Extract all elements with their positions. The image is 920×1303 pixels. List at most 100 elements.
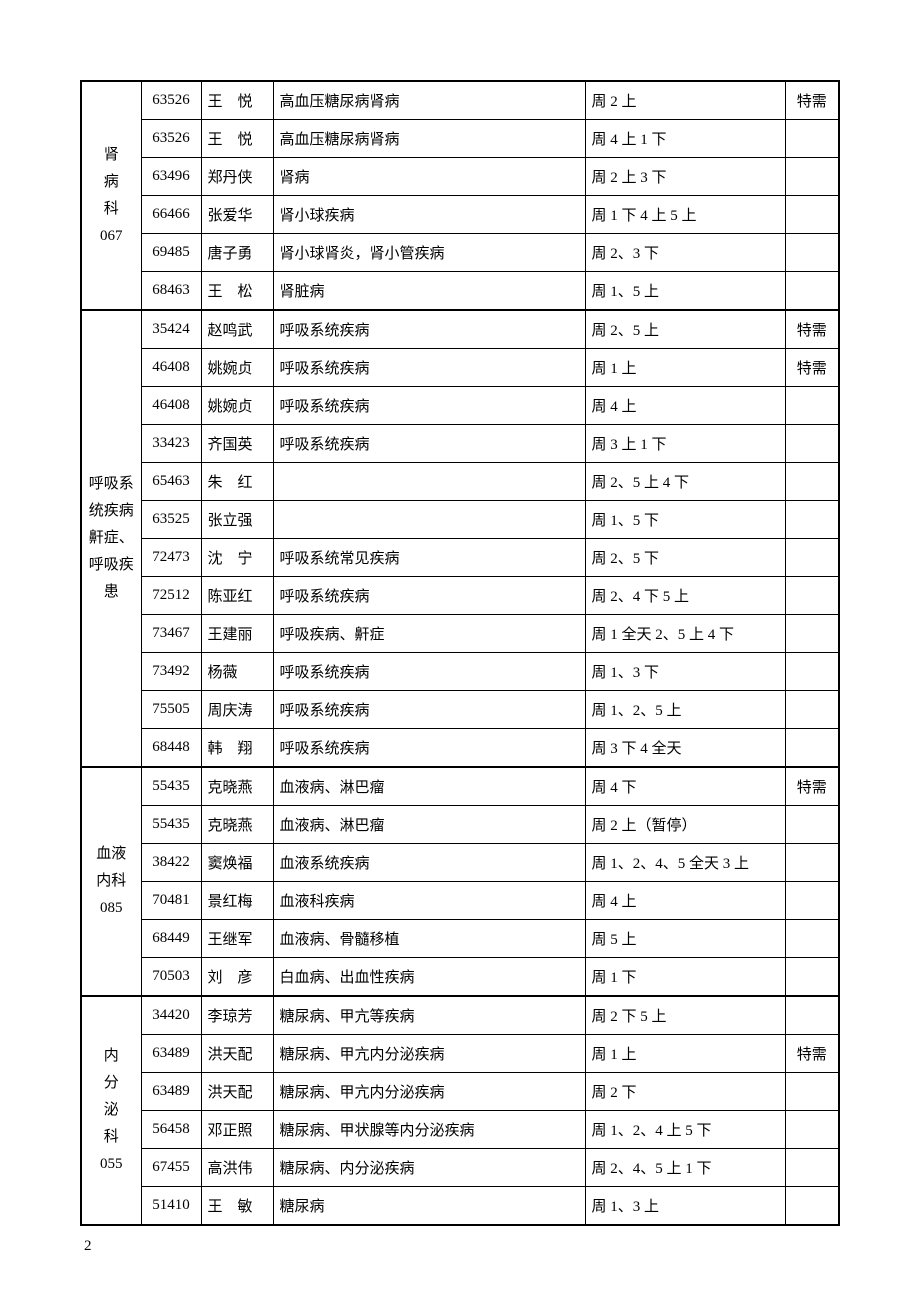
note [785,691,839,729]
dept-line: 内科 [88,868,135,895]
schedule-time: 周 4 上 [585,882,785,920]
specialty: 肾小球疾病 [273,196,585,234]
dept-line: 科 [88,196,135,223]
note [785,158,839,196]
note [785,1111,839,1149]
doctor-name: 姚婉贞 [201,349,273,387]
doctor-id: 55435 [141,767,201,806]
doctor-id: 63496 [141,158,201,196]
doctor-name: 朱 红 [201,463,273,501]
schedule-time: 周 2、5 上 4 下 [585,463,785,501]
schedule-time: 周 1、5 上 [585,272,785,311]
note [785,920,839,958]
doctor-name: 周庆涛 [201,691,273,729]
note [785,729,839,768]
note: 特需 [785,767,839,806]
doctor-name: 赵鸣武 [201,310,273,349]
doctor-id: 66466 [141,196,201,234]
doctor-name: 邓正照 [201,1111,273,1149]
schedule-time: 周 4 下 [585,767,785,806]
doctor-name: 景红梅 [201,882,273,920]
table-row: 内分泌科05534420李琼芳糖尿病、甲亢等疾病周 2 下 5 上 [81,996,839,1035]
doctor-name: 杨薇 [201,653,273,691]
note [785,615,839,653]
specialty: 呼吸系统疾病 [273,387,585,425]
specialty [273,463,585,501]
doctor-name: 王 松 [201,272,273,311]
specialty: 呼吸系统疾病 [273,653,585,691]
schedule-time: 周 2、5 下 [585,539,785,577]
schedule-time: 周 2、5 上 [585,310,785,349]
specialty: 肾小球肾炎，肾小管疾病 [273,234,585,272]
table-row: 63526王 悦高血压糖尿病肾病周 4 上 1 下 [81,120,839,158]
dept-line: 病 [88,169,135,196]
schedule-time: 周 1、2、4、5 全天 3 上 [585,844,785,882]
schedule-time: 周 1、3 下 [585,653,785,691]
table-row: 63525张立强周 1、5 下 [81,501,839,539]
doctor-id: 63489 [141,1073,201,1111]
schedule-time: 周 1 上 [585,349,785,387]
dept-line: 患 [88,579,135,606]
specialty: 呼吸系统疾病 [273,729,585,768]
doctor-id: 70481 [141,882,201,920]
table-row: 63496郑丹侠肾病周 2 上 3 下 [81,158,839,196]
specialty: 肾脏病 [273,272,585,311]
specialty: 糖尿病、内分泌疾病 [273,1149,585,1187]
table-row: 51410王 敏糖尿病周 1、3 上 [81,1187,839,1226]
doctor-name: 洪天配 [201,1035,273,1073]
dept-line: 血液 [88,841,135,868]
doctor-name: 克晓燕 [201,806,273,844]
schedule-time: 周 2 上 3 下 [585,158,785,196]
table-row: 56458邓正照糖尿病、甲状腺等内分泌疾病周 1、2、4 上 5 下 [81,1111,839,1149]
schedule-time: 周 3 下 4 全天 [585,729,785,768]
specialty: 呼吸系统疾病 [273,349,585,387]
table-row: 68449王继军血液病、骨髓移植周 5 上 [81,920,839,958]
doctor-id: 46408 [141,387,201,425]
doctor-id: 67455 [141,1149,201,1187]
doctor-id: 63489 [141,1035,201,1073]
doctor-id: 55435 [141,806,201,844]
specialty: 呼吸系统疾病 [273,691,585,729]
note [785,463,839,501]
dept-line: 鼾症、 [88,525,135,552]
note [785,806,839,844]
schedule-time: 周 2 上（暂停） [585,806,785,844]
note [785,844,839,882]
table-row: 血液内科08555435克晓燕血液病、淋巴瘤周 4 下特需 [81,767,839,806]
table-row: 55435克晓燕血液病、淋巴瘤周 2 上（暂停） [81,806,839,844]
table-row: 肾病科06763526王 悦高血压糖尿病肾病周 2 上特需 [81,81,839,120]
table-row: 70481景红梅血液科疾病周 4 上 [81,882,839,920]
note [785,234,839,272]
doctor-id: 34420 [141,996,201,1035]
specialty: 糖尿病、甲状腺等内分泌疾病 [273,1111,585,1149]
note [785,1187,839,1226]
schedule-time: 周 1、2、5 上 [585,691,785,729]
schedule-time: 周 4 上 1 下 [585,120,785,158]
doctor-name: 韩 翔 [201,729,273,768]
specialty: 白血病、出血性疾病 [273,958,585,997]
specialty: 血液病、骨髓移植 [273,920,585,958]
doctor-id: 73467 [141,615,201,653]
table-row: 66466张爱华肾小球疾病周 1 下 4 上 5 上 [81,196,839,234]
table-row: 65463朱 红周 2、5 上 4 下 [81,463,839,501]
dept-line: 分 [88,1070,135,1097]
dept-line: 呼吸疾 [88,552,135,579]
dept-cell: 内分泌科055 [81,996,141,1225]
note [785,196,839,234]
doctor-id: 33423 [141,425,201,463]
table-row: 69485唐子勇肾小球肾炎，肾小管疾病周 2、3 下 [81,234,839,272]
schedule-time: 周 1 下 4 上 5 上 [585,196,785,234]
page-number: 2 [80,1238,840,1255]
specialty: 呼吸系统疾病 [273,577,585,615]
doctor-id: 73492 [141,653,201,691]
note [785,958,839,997]
specialty: 血液科疾病 [273,882,585,920]
doctor-name: 王 敏 [201,1187,273,1226]
table-row: 73467王建丽呼吸疾病、鼾症周 1 全天 2、5 上 4 下 [81,615,839,653]
doctor-id: 75505 [141,691,201,729]
table-row: 70503刘 彦白血病、出血性疾病周 1 下 [81,958,839,997]
table-row: 33423齐国英呼吸系统疾病周 3 上 1 下 [81,425,839,463]
schedule-time: 周 1 上 [585,1035,785,1073]
note [785,387,839,425]
specialty: 呼吸疾病、鼾症 [273,615,585,653]
